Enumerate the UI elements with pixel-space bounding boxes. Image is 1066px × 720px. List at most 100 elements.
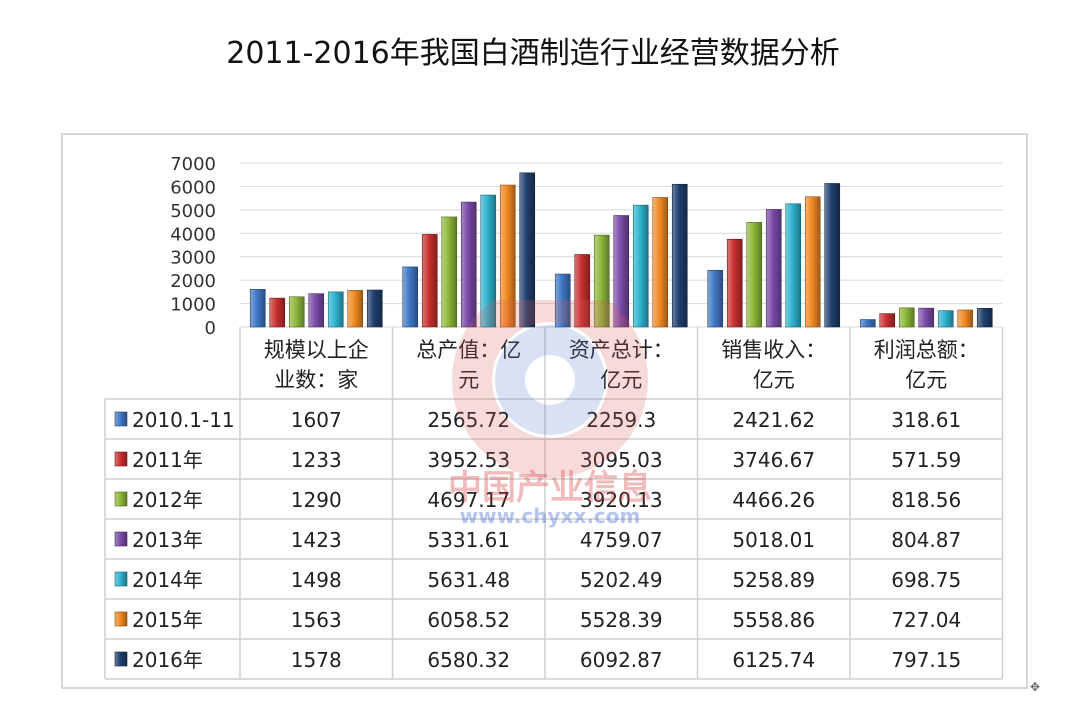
legend-key: [114, 531, 128, 547]
bar: [652, 197, 669, 328]
data-table-cell: 5528.39: [580, 608, 663, 632]
bar: [269, 297, 286, 328]
data-table-cell: 4759.07: [580, 528, 663, 552]
category-label: 亿元: [905, 368, 947, 392]
category-label: 亿元: [753, 368, 795, 392]
bar: [918, 307, 935, 328]
bar: [726, 238, 743, 328]
category-label: 利润总额：: [874, 338, 979, 362]
legend-key: [114, 411, 128, 427]
category-label: 业数：家: [274, 368, 358, 392]
bar: [574, 254, 591, 328]
data-table-cell: 5331.61: [427, 528, 510, 552]
bar: [765, 209, 782, 328]
data-table-cell: 5258.89: [732, 568, 815, 592]
data-table-cell: 1233: [291, 448, 342, 472]
legend-key: [114, 451, 128, 467]
y-tick-label: 2000: [170, 271, 216, 292]
data-table-cell: 3095.03: [580, 448, 663, 472]
y-tick-label: 1000: [170, 295, 216, 316]
category-label: 资产总计：: [569, 338, 674, 362]
data-table-cell: 804.87: [891, 528, 961, 552]
bar: [441, 216, 458, 328]
legend-label: 2011年: [132, 448, 203, 472]
bar: [460, 201, 477, 328]
legend-label: 2014年: [132, 568, 203, 592]
y-tick-label: 5000: [170, 201, 216, 222]
legend-label: 2013年: [132, 528, 203, 552]
chart-frame: 0 1000 2000 3000 4000 5000 6000 7000 规模以上企 业数：家 总产…: [61, 133, 1028, 689]
bar: [957, 309, 974, 328]
bar: [366, 289, 383, 328]
data-table-cell: 6580.32: [427, 648, 510, 672]
data-table-cell: 6125.74: [732, 648, 815, 672]
bar: [402, 266, 419, 328]
page-title: 2011-2016年我国白酒制造行业经营数据分析: [226, 36, 840, 71]
data-table-cell: 571.59: [891, 448, 961, 472]
legend-label: 2015年: [132, 608, 203, 632]
legend-key: [114, 611, 128, 627]
resize-handle-icon[interactable]: ✥: [1030, 680, 1041, 694]
bar: [554, 273, 571, 328]
bar: [671, 183, 688, 328]
bar: [499, 184, 516, 328]
legend-label: 2012年: [132, 488, 203, 512]
data-table-cell: 2259.3: [586, 408, 656, 432]
y-tick-label: 7000: [170, 154, 216, 175]
category-label: 销售收入：: [721, 338, 826, 362]
y-tick-label: 3000: [170, 248, 216, 269]
data-table-cell: 2565.72: [427, 408, 510, 432]
data-table-cell: 6092.87: [580, 648, 663, 672]
legend-key: [114, 651, 128, 667]
bar: [249, 289, 266, 328]
data-table-cell: 5558.86: [732, 608, 815, 632]
y-tick-label: 0: [205, 318, 216, 339]
y-tick-label: 6000: [170, 177, 216, 198]
category-label: 元: [458, 368, 479, 392]
bar: [804, 196, 821, 328]
bar: [519, 172, 536, 328]
data-table-cell: 698.75: [891, 568, 961, 592]
data-table-cell: 3920.13: [580, 488, 663, 512]
legend-label: 2010.1-11: [132, 408, 235, 432]
bar: [593, 234, 610, 328]
data-table-cell: 1607: [291, 408, 342, 432]
data-table-cell: 1498: [291, 568, 342, 592]
bar: [937, 310, 954, 328]
bar: [347, 290, 364, 328]
category-label: 规模以上企: [264, 338, 369, 362]
data-table-cell: 5202.49: [580, 568, 663, 592]
legend-key: [114, 571, 128, 587]
bar: [288, 296, 305, 328]
bar: [879, 313, 896, 328]
bar: [480, 194, 497, 328]
data-table-cell: 1290: [291, 488, 342, 512]
bar: [976, 308, 993, 328]
data-table-cell: 727.04: [891, 608, 961, 632]
data-table-cell: 1578: [291, 648, 342, 672]
bar: [824, 183, 841, 328]
data-table-cell: 5018.01: [732, 528, 815, 552]
data-table-cell: 4697.17: [427, 488, 510, 512]
data-table-cell: 818.56: [891, 488, 961, 512]
data-table-cell: 2421.62: [732, 408, 815, 432]
bar: [308, 293, 325, 328]
data-table-cell: 6058.52: [427, 608, 510, 632]
data-table-cell: 1423: [291, 528, 342, 552]
bar: [898, 307, 915, 328]
bar: [632, 204, 649, 328]
category-label: 总产值：亿: [416, 338, 521, 362]
bar: [613, 215, 630, 328]
data-table-cell: 318.61: [891, 408, 961, 432]
data-table-cell: 797.15: [891, 648, 961, 672]
bar: [785, 203, 802, 328]
category-label: 亿元: [600, 368, 642, 392]
bar: [707, 269, 724, 328]
bar: [327, 291, 344, 328]
data-table-cell: 1563: [291, 608, 342, 632]
legend-label: 2016年: [132, 648, 203, 672]
bar: [859, 319, 876, 328]
bar: [421, 234, 438, 328]
data-table-cell: 3952.53: [427, 448, 510, 472]
